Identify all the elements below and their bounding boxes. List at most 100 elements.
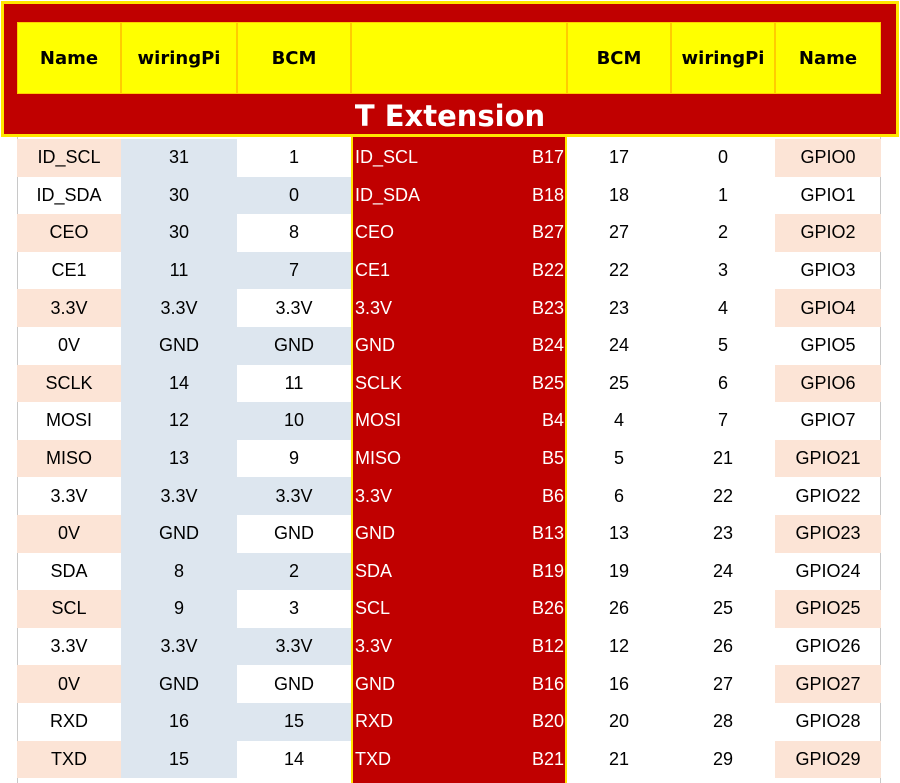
- pin-code: B19: [531, 560, 564, 581]
- cell-wiringpi: 3.3V: [121, 627, 237, 666]
- cell-gpio-name: GPIO22: [795, 485, 861, 506]
- pin-code: B5: [541, 448, 564, 469]
- cell-gpio-name: GPIO23: [775, 515, 881, 553]
- cell-pin: GND B13: [351, 515, 567, 553]
- pin-label: ID_SCL: [355, 147, 419, 168]
- cell-wiringpi: 30: [121, 176, 237, 215]
- cell-right-wiringpi: 24: [712, 560, 734, 581]
- cell-right-wiringpi: 26: [712, 636, 734, 657]
- cell-wiringpi: 16: [121, 703, 237, 741]
- pin-label: CEO: [355, 222, 395, 243]
- cell-pin: CEO B27: [351, 214, 567, 252]
- cell-gpio-name: GPIO5: [800, 335, 856, 356]
- table-row: CEO 30 8 CEO B27 27 2 GPIO2: [17, 214, 881, 252]
- cell-right-bcm: 4: [613, 410, 624, 431]
- cell-gpio-name: GPIO2: [775, 214, 881, 252]
- cell-right-wiringpi: 22: [712, 485, 734, 506]
- cell-name: 3.3V: [17, 289, 121, 327]
- cell-gpio-name: GPIO27: [775, 665, 881, 703]
- cell-right-wiringpi: 23: [712, 523, 734, 544]
- cell-bcm: 9: [288, 448, 299, 469]
- cell-bcm: 14: [283, 748, 305, 769]
- cell-right-bcm: 18: [608, 184, 630, 205]
- cell-gpio-name: GPIO25: [775, 590, 881, 628]
- cell-gpio-name: GPIO6: [775, 364, 881, 403]
- cell-name: 3.3V: [50, 485, 88, 506]
- cell-wiringpi: 11: [121, 251, 237, 290]
- cell-gpio-name: GPIO29: [775, 740, 881, 779]
- table-row: ID_SCL 31 1 ID_SCL B17 17 0 GPIO0: [17, 139, 881, 177]
- cell-bcm: 3.3V: [275, 297, 313, 318]
- cell-gpio-name: GPIO28: [795, 711, 861, 732]
- pin-label: RXD: [355, 711, 394, 732]
- pin-code: B26: [531, 598, 564, 619]
- header-left-name: Name: [17, 22, 121, 94]
- pin-code: B17: [531, 147, 564, 168]
- cell-bcm: 1: [288, 147, 299, 168]
- cell-right-bcm: 21: [608, 748, 630, 769]
- cell-gpio-name: GPIO1: [800, 184, 856, 205]
- cell-pin: 3.3V B12: [351, 628, 567, 666]
- cell-wiringpi: GND: [121, 665, 237, 703]
- cell-right-wiringpi: 2: [717, 222, 728, 243]
- header-left-wiringpi: wiringPi: [121, 22, 237, 94]
- cell-wiringpi: 8: [121, 552, 237, 591]
- cell-right-bcm: 25: [608, 372, 630, 393]
- cell-right-bcm: 6: [613, 485, 624, 506]
- cell-right-wiringpi: 3: [717, 260, 728, 281]
- extension-strip: [351, 137, 567, 783]
- cell-right-bcm: 17: [608, 147, 630, 168]
- cell-pin: TXD B21: [351, 741, 567, 779]
- cell-pin: SCL B26: [351, 590, 567, 628]
- cell-name: 0V: [57, 335, 81, 356]
- pin-code: B27: [531, 222, 564, 243]
- cell-right-wiringpi: 28: [712, 711, 734, 732]
- cell-wiringpi: 12: [121, 402, 237, 440]
- table-row: 3.3V 3.3V 3.3V 3.3V B6 6 22 GPIO22: [17, 477, 881, 515]
- table-row: CE1 11 7 CE1 B22 22 3 GPIO3: [17, 251, 881, 290]
- cell-gpio-name: GPIO24: [795, 560, 861, 581]
- cell-wiringpi: 3.3V: [121, 289, 237, 327]
- cell-right-wiringpi: 5: [717, 335, 728, 356]
- cell-right-bcm: 16: [608, 673, 630, 694]
- cell-name: SCLK: [17, 364, 121, 403]
- cell-right-wiringpi: 27: [712, 673, 734, 694]
- cell-name: RXD: [49, 711, 88, 732]
- pin-code: B23: [531, 297, 564, 318]
- cell-right-wiringpi: 6: [717, 372, 728, 393]
- header-right-wiringpi: wiringPi: [671, 22, 775, 94]
- cell-name: 3.3V: [50, 636, 88, 657]
- cell-name: TXD: [17, 740, 121, 779]
- pin-code: B6: [541, 485, 564, 506]
- table-row: 0V GND GND GND B16 16 27 GPIO27: [17, 665, 881, 703]
- pin-label: SDA: [355, 560, 393, 581]
- pin-label: 3.3V: [355, 636, 393, 657]
- cell-right-wiringpi: 29: [712, 748, 734, 769]
- cell-bcm: 7: [237, 251, 351, 290]
- cell-pin: 3.3V B6: [351, 477, 567, 515]
- cell-right-bcm: 5: [613, 448, 624, 469]
- pin-label: MOSI: [355, 410, 402, 431]
- table-row: MOSI 12 10 MOSI B4 4 7 GPIO7: [17, 402, 881, 440]
- cell-right-wiringpi: 21: [712, 448, 734, 469]
- cell-pin: SDA B19: [351, 553, 567, 591]
- cell-name: 0V: [17, 665, 121, 703]
- cell-bcm: GND: [237, 327, 351, 365]
- pin-code: B12: [531, 636, 564, 657]
- cell-right-wiringpi: 4: [717, 297, 728, 318]
- table-row: SCLK 14 11 SCLK B25 25 6 GPIO6: [17, 364, 881, 403]
- table-row: MISO 13 9 MISO B5 5 21 GPIO21: [17, 439, 881, 478]
- pin-label: SCLK: [355, 372, 403, 393]
- cell-name: SCL: [17, 590, 121, 628]
- cell-pin: MISO B5: [351, 440, 567, 478]
- cell-right-bcm: 13: [608, 523, 630, 544]
- cell-name: CEO: [17, 214, 121, 252]
- pin-label: GND: [355, 523, 395, 544]
- cell-right-bcm: 23: [608, 297, 630, 318]
- table-title: T Extension: [354, 99, 546, 133]
- cell-wiringpi: 31: [121, 139, 237, 177]
- table-row: 0V GND GND GND B24 24 5 GPIO5: [17, 327, 881, 365]
- header-center: [351, 22, 567, 94]
- cell-pin: RXD B20: [351, 703, 567, 741]
